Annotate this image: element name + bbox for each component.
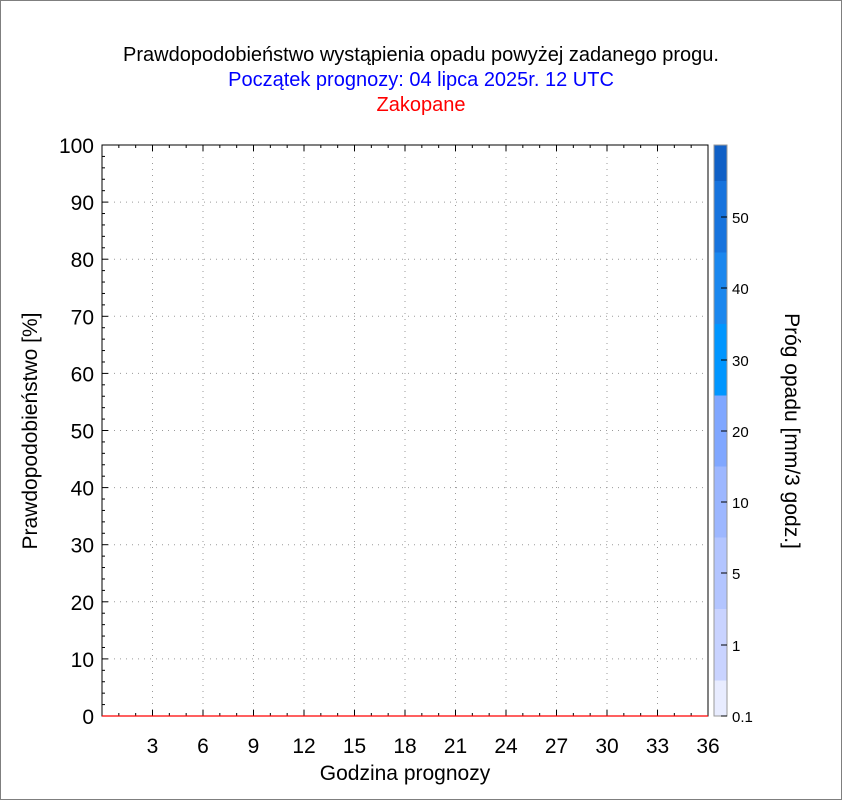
x-tick-label: 33 (646, 735, 669, 758)
colorbar-segment (714, 324, 727, 360)
x-tick-label: 6 (197, 735, 209, 758)
colorbar-segment (714, 645, 727, 681)
colorbar-segment (714, 537, 727, 573)
x-tick-label: 36 (696, 735, 719, 758)
colorbar-segment (714, 502, 727, 538)
forecast-start-subtitle: Początek prognozy: 04 lipca 2025r. 12 UT… (228, 69, 614, 91)
y-tick-label: 20 (71, 592, 94, 615)
colorbar-segment (714, 466, 727, 502)
y-tick-label: 60 (71, 363, 94, 386)
colorbar-segment (714, 573, 727, 609)
y-tick-label: 50 (71, 421, 94, 444)
colorbar-segment (714, 288, 727, 324)
colorbar-tick-label: 1 (732, 638, 740, 655)
colorbar-tick-label: 50 (732, 210, 749, 227)
colorbar-segment (714, 145, 727, 181)
x-tick-label: 15 (343, 735, 366, 758)
x-tick-label: 30 (595, 735, 618, 758)
location-subtitle: Zakopane (376, 94, 466, 116)
y-tick-label: 40 (71, 478, 94, 501)
y-tick-label: 70 (71, 306, 94, 329)
colorbar-segment (714, 181, 727, 217)
y-tick-label: 80 (71, 249, 94, 272)
y-tick-label: 0 (82, 706, 94, 729)
x-tick-label: 9 (248, 735, 260, 758)
colorbar-segment (714, 609, 727, 645)
colorbar-segment (714, 680, 727, 716)
x-tick-label: 3 (147, 735, 159, 758)
colorbar-segment (714, 395, 727, 431)
colorbar-label: Próg opadu [mm/3 godz.] (780, 313, 803, 549)
colorbar-tick-label: 0.1 (732, 709, 753, 726)
colorbar-segment (714, 431, 727, 467)
y-axis-label: Prawdopodobieństwo [%] (19, 312, 42, 550)
colorbar-tick-label: 30 (732, 353, 749, 370)
y-tick-label: 10 (71, 649, 94, 672)
colorbar-segment (714, 360, 727, 396)
y-axis-label-wrap: Prawdopodobieństwo [%] (18, 145, 44, 717)
grid (102, 145, 708, 716)
colorbar-tick-label: 5 (732, 566, 740, 583)
chart-title: Prawdopodobieństwo wystąpienia opadu pow… (123, 44, 719, 66)
x-tick-label: 27 (545, 735, 568, 758)
x-tick-label: 18 (393, 735, 416, 758)
colorbar: 0.1 1 5 10 20 30 40 50 (713, 144, 753, 726)
y-tick-label: 100 (59, 135, 94, 158)
colorbar-tick-label: 20 (732, 424, 749, 441)
x-axis-label: Godzina prognozy (319, 762, 491, 785)
colorbar-segment (714, 252, 727, 288)
colorbar-label-wrap: Próg opadu [mm/3 godz.] (775, 145, 807, 717)
colorbar-tick-label: 40 (732, 281, 749, 298)
axes: 3 6 9 12 15 18 21 24 27 30 33 360102030405060708090… (59, 135, 720, 758)
x-tick-label: 21 (444, 735, 467, 758)
x-tick-label: 24 (494, 735, 518, 758)
colorbar-tick-label: 10 (732, 495, 749, 512)
y-tick-label: 90 (71, 192, 94, 215)
colorbar-segment (714, 217, 727, 253)
y-tick-label: 30 (71, 535, 94, 558)
x-tick-label: 12 (292, 735, 315, 758)
